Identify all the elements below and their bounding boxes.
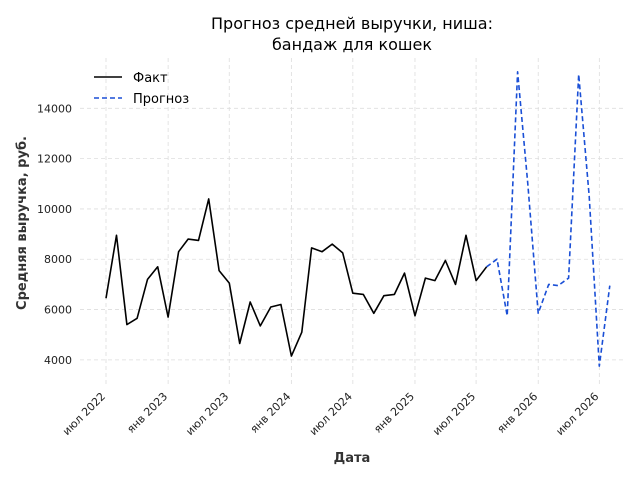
legend-label-forecast: Прогноз bbox=[133, 92, 189, 107]
y-tick-label: 6000 bbox=[44, 304, 72, 317]
y-tick-label: 12000 bbox=[37, 153, 72, 166]
x-tick-label: июл 2024 bbox=[307, 390, 355, 438]
y-tick-label: 8000 bbox=[44, 253, 72, 266]
legend: Факт Прогноз bbox=[94, 71, 189, 107]
y-tick-label: 4000 bbox=[44, 354, 72, 367]
legend-label-fact: Факт bbox=[133, 71, 168, 86]
x-tick-label: июл 2022 bbox=[60, 390, 108, 438]
series-layer bbox=[105, 71, 611, 367]
forecast-series-line bbox=[486, 71, 611, 367]
x-tick-label: янв 2024 bbox=[248, 390, 294, 436]
x-tick-label: янв 2025 bbox=[371, 390, 417, 436]
fact-series-line bbox=[105, 198, 488, 357]
x-tick-label: июл 2025 bbox=[430, 390, 478, 438]
x-tick-label: янв 2023 bbox=[124, 390, 170, 436]
grid-layer bbox=[80, 58, 625, 385]
y-tick-label: 14000 bbox=[37, 102, 72, 115]
chart-title-line-1: Прогноз средней выручки, ниша: bbox=[211, 14, 493, 33]
x-tick-label: янв 2026 bbox=[495, 390, 541, 436]
x-axis-label: Дата bbox=[334, 451, 371, 466]
x-tick-label: июл 2026 bbox=[553, 390, 601, 438]
y-tick-label: 10000 bbox=[37, 203, 72, 216]
tick-layer: 4000 6000 8000 10000 12000 14000 июл 2022 янв 2… bbox=[37, 102, 601, 438]
y-axis-label: Средняя выручка, руб. bbox=[15, 136, 30, 310]
chart-title-line-2: бандаж для кошек bbox=[272, 35, 432, 54]
x-tick-label: июл 2023 bbox=[183, 390, 231, 438]
